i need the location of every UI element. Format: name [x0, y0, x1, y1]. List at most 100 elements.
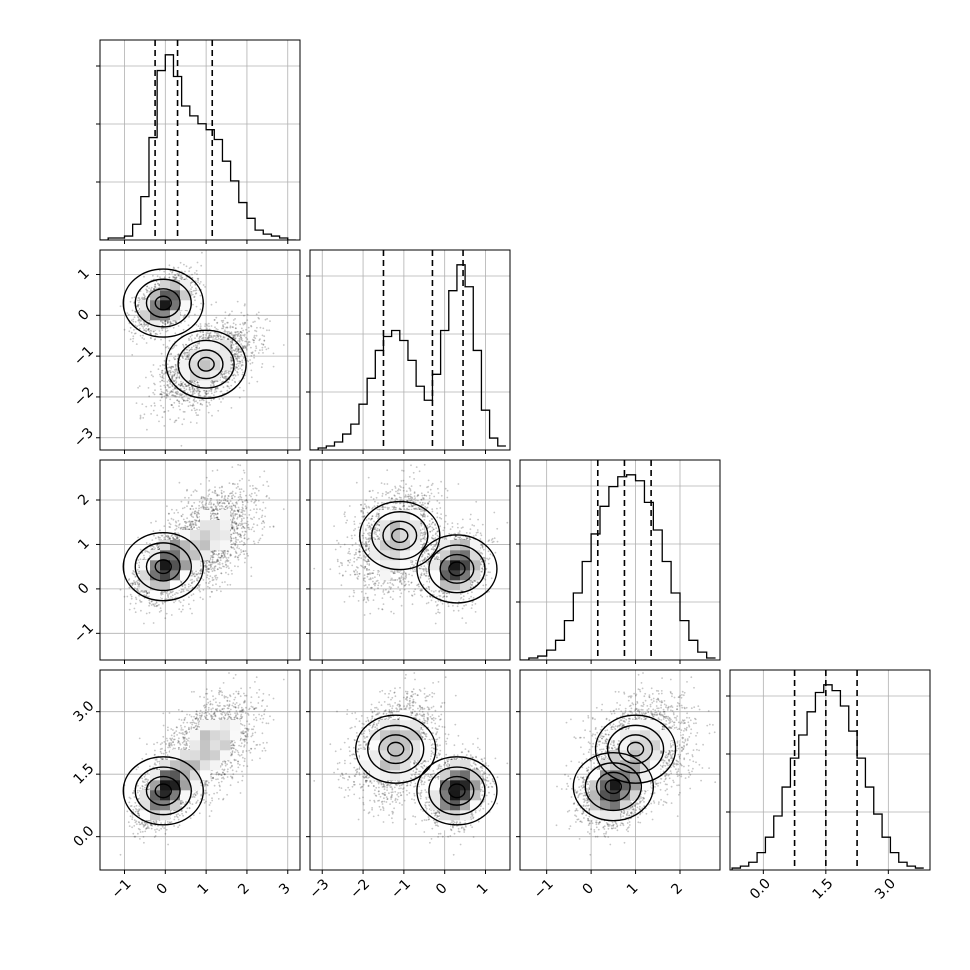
scatter-point: [181, 354, 183, 357]
scatter-point: [174, 395, 177, 398]
scatter-point: [231, 359, 234, 362]
scatter-point: [138, 385, 141, 387]
scatter-point: [194, 292, 197, 295]
scatter-point: [242, 322, 244, 324]
scatter-point: [131, 297, 134, 299]
scatter-point: [216, 334, 219, 337]
scatter-point: [239, 350, 242, 353]
scatter-point: [245, 345, 247, 348]
scatter-point: [137, 309, 140, 312]
scatter-point: [199, 403, 202, 406]
scatter-point: [224, 311, 227, 314]
scatter-point: [263, 335, 266, 338]
scatter-point: [130, 331, 133, 334]
scatter-point: [191, 387, 194, 389]
density-cell: [170, 300, 181, 311]
scatter-point: [188, 316, 190, 318]
scatter-point: [146, 325, 149, 328]
histogram-bin: [182, 106, 190, 240]
scatter-point: [183, 418, 185, 421]
histogram-bin: [774, 816, 782, 870]
scatter-point: [173, 388, 176, 390]
scatter-point: [191, 388, 194, 391]
scatter-point: [184, 270, 186, 273]
scatter-point: [251, 352, 254, 355]
scatter-point: [241, 361, 244, 364]
scatter-point: [211, 576, 214, 579]
scatter-point: [132, 337, 135, 340]
scatter-point: [172, 391, 174, 393]
scatter-point: [172, 366, 175, 368]
scatter-point: [233, 336, 236, 339]
scatter-point: [231, 359, 233, 362]
scatter-point: [191, 286, 193, 289]
scatter-point: [215, 316, 218, 319]
scatter-point: [143, 275, 145, 278]
scatter-point: [153, 338, 156, 341]
scatter-point: [145, 323, 148, 325]
scatter-point: [171, 376, 173, 378]
scatter-point: [182, 410, 185, 413]
scatter-point: [172, 365, 174, 368]
histogram-bin: [689, 640, 698, 660]
histogram-bin: [698, 652, 707, 660]
scatter-point: [189, 391, 192, 393]
scatter-point: [256, 326, 258, 329]
scatter-point: [233, 509, 236, 512]
scatter-point: [231, 359, 233, 362]
scatter-point: [216, 322, 219, 324]
scatter-point: [252, 339, 255, 342]
scatter-point: [231, 347, 233, 350]
scatter-point: [178, 396, 181, 398]
scatter-point: [149, 332, 152, 334]
scatter-point: [137, 316, 140, 319]
scatter-point: [160, 338, 162, 341]
scatter-point: [253, 336, 256, 339]
scatter-point: [188, 401, 191, 403]
scatter-point: [157, 368, 160, 370]
scatter-point: [212, 382, 215, 384]
histogram-bin: [890, 853, 898, 870]
scatter-point: [166, 321, 169, 324]
scatter-point: [210, 303, 213, 306]
scatter-point: [206, 337, 209, 340]
scatter-point: [221, 502, 224, 505]
scatter-point: [227, 573, 230, 576]
scatter-point: [166, 345, 169, 348]
scatter-point: [179, 384, 182, 387]
density-cell: [200, 340, 211, 351]
scatter-point: [176, 369, 178, 372]
scatter-point: [177, 400, 180, 403]
scatter-point: [170, 377, 173, 380]
scatter-point: [160, 371, 163, 374]
scatter-point: [197, 389, 199, 392]
scatter-point: [217, 335, 220, 338]
scatter-point: [171, 385, 174, 387]
scatter-point: [205, 390, 208, 393]
scatter-point: [228, 387, 231, 390]
scatter-point: [239, 351, 242, 353]
scatter-point: [184, 399, 187, 402]
scatter-point: [223, 377, 225, 379]
scatter-point: [164, 323, 167, 325]
scatter-point: [145, 594, 148, 596]
scatter-point: [172, 326, 175, 329]
scatter-point: [239, 367, 242, 370]
scatter-point: [239, 348, 242, 350]
scatter-point: [172, 370, 174, 373]
scatter-point: [173, 373, 176, 376]
density-cell: [180, 280, 191, 291]
scatter-point: [197, 395, 200, 398]
scatter-point: [197, 347, 199, 350]
scatter-point: [241, 364, 244, 366]
scatter-point: [231, 526, 234, 528]
scatter-point: [170, 322, 173, 324]
density-cell: [220, 350, 231, 361]
scatter-point: [184, 357, 187, 360]
scatter-point: [194, 289, 197, 292]
scatter-point: [223, 373, 225, 375]
scatter-point: [230, 533, 233, 536]
scatter-point: [226, 331, 229, 333]
scatter-point: [218, 499, 221, 501]
scatter-point: [168, 537, 171, 540]
